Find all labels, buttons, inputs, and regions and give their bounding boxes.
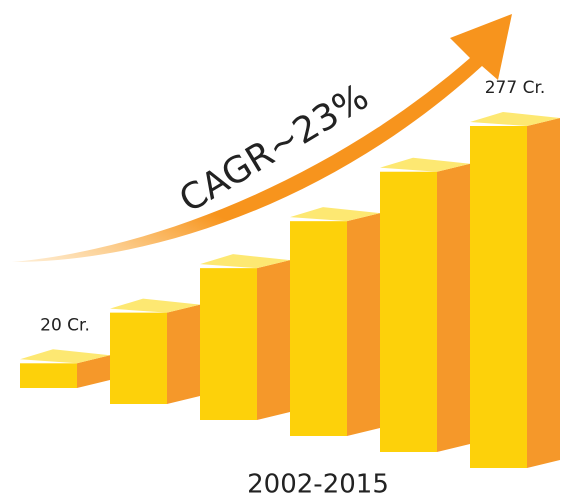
bars: 20 Cr. 277 Cr.: [20, 78, 560, 468]
bar-top: [290, 207, 380, 222]
growth-arrow: [12, 14, 512, 262]
bar-side: [77, 355, 110, 388]
bar-side: [437, 163, 470, 452]
bar: [110, 312, 167, 404]
value-label: 277 Cr.: [485, 78, 546, 98]
caption: 2002-2015: [247, 470, 389, 500]
bar-side: [347, 213, 380, 436]
bar: [20, 363, 77, 388]
value-label: 20 Cr.: [40, 315, 90, 335]
bar: [290, 221, 347, 436]
bar: [200, 268, 257, 420]
bar-top: [20, 349, 110, 364]
bar-side: [167, 304, 200, 404]
bar-top: [110, 298, 200, 313]
bar: [380, 171, 437, 452]
bar: [470, 126, 527, 468]
bar-top: [470, 112, 560, 126]
bar-side: [257, 260, 290, 420]
bar-top: [380, 157, 470, 172]
bar-side: [527, 118, 560, 468]
bar-top: [200, 254, 290, 269]
